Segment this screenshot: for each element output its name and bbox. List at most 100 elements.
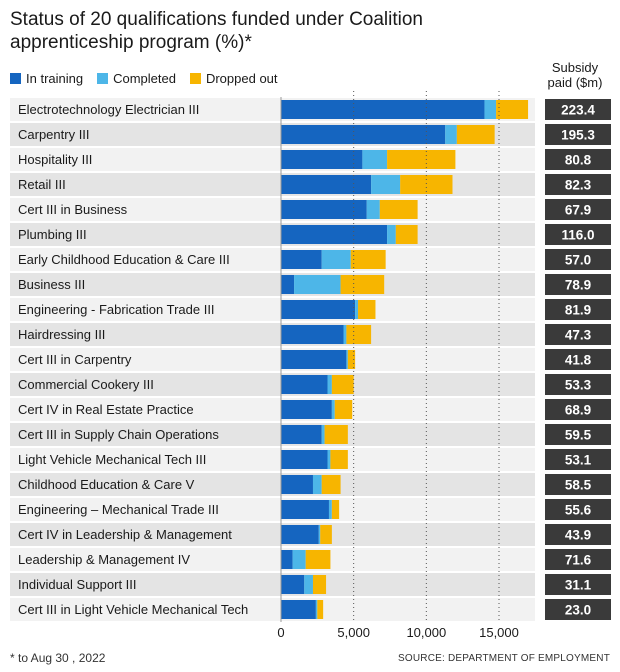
bar-in-training [281, 300, 356, 319]
subsidy-value: 116.0 [561, 228, 594, 243]
subsidy-box [545, 449, 611, 470]
bar-dropped-out [320, 525, 332, 544]
subsidy-value: 68.9 [565, 403, 591, 418]
subsidy-value: 78.9 [565, 278, 591, 293]
bar-dropped-out [334, 400, 353, 419]
subsidy-box [545, 324, 611, 345]
category-label: Plumbing III [18, 227, 87, 242]
subsidy-box [545, 99, 611, 120]
category-label: Cert IV in Leadership & Management [18, 527, 232, 542]
category-label: Engineering – Mechanical Trade III [18, 502, 219, 517]
category-label: Carpentry III [18, 127, 90, 142]
row-band [10, 448, 535, 471]
bar-completed [321, 425, 325, 444]
bar-completed [366, 200, 380, 219]
subsidy-box [545, 524, 611, 545]
bar-dropped-out [340, 275, 385, 294]
subsidy-value: 67.9 [565, 203, 591, 218]
row-band [10, 348, 535, 371]
bar-completed [387, 225, 396, 244]
subsidy-box [545, 349, 611, 370]
bar-in-training [281, 550, 293, 569]
category-label: Cert III in Light Vehicle Mechanical Tec… [18, 602, 248, 617]
category-label: Light Vehicle Mechanical Tech III [18, 452, 206, 467]
x-tick-label: 10,000 [406, 625, 446, 640]
subsidy-box [545, 299, 611, 320]
subsidy-value: 195.3 [561, 128, 595, 143]
subsidy-box [545, 599, 611, 620]
subsidy-value: 53.3 [565, 378, 592, 393]
row-band [10, 298, 535, 321]
bar-dropped-out [312, 575, 327, 594]
row-band [10, 373, 535, 396]
category-label: Individual Support III [18, 577, 137, 592]
bar-dropped-out [331, 500, 340, 519]
bar-completed [346, 350, 348, 369]
legend-label-dropped-out: Dropped out [205, 71, 278, 86]
row-band [10, 173, 535, 196]
legend-swatch-dropped-out [189, 73, 201, 84]
category-label: Engineering - Fabrication Trade III [18, 302, 215, 317]
bar-completed [445, 125, 457, 144]
subsidy-value: 31.1 [565, 578, 592, 593]
subsidy-value: 80.8 [565, 153, 592, 168]
row-band [10, 473, 535, 496]
row-band [10, 423, 535, 446]
legend-item-dropped-out: Dropped out [189, 71, 278, 86]
bar-in-training [281, 475, 313, 494]
category-label: Hospitality III [18, 152, 92, 167]
bar-dropped-out [347, 350, 356, 369]
category-label: Cert IV in Real Estate Practice [18, 402, 194, 417]
category-label: Business III [18, 277, 85, 292]
x-tick-label: 15,000 [479, 625, 519, 640]
bar-dropped-out [379, 200, 418, 219]
bar-in-training [281, 100, 485, 119]
legend-swatch-in-training [10, 73, 21, 84]
bar-completed [362, 150, 388, 169]
row-band [10, 548, 535, 571]
chart-title: Status of 20 qualifications funded under… [10, 9, 423, 53]
subsidy-box [545, 374, 611, 395]
bar-dropped-out [456, 125, 495, 144]
bar-in-training [281, 425, 322, 444]
bar-completed [304, 575, 313, 594]
row-band [10, 523, 535, 546]
bar-completed [318, 525, 321, 544]
subsidy-box [545, 199, 611, 220]
bar-in-training [281, 350, 347, 369]
row-band [10, 398, 535, 421]
subsidy-value: 47.3 [565, 328, 592, 343]
footnote: * to Aug 30 , 2022 [10, 651, 106, 665]
bar-in-training [281, 525, 319, 544]
legend-label-in-training: In training [26, 71, 84, 86]
subsidy-header: Subsidy paid ($m) [547, 60, 603, 90]
subsidy-value: 223.4 [561, 103, 595, 118]
subsidy-value: 81.9 [565, 303, 591, 318]
bar-dropped-out [346, 325, 372, 344]
subsidy-box [545, 249, 611, 270]
subsidy-box [545, 174, 611, 195]
subsidy-box [545, 474, 611, 495]
row-band [10, 323, 535, 346]
category-label: Electrotechnology Electrician III [18, 102, 199, 117]
bar-completed [343, 325, 347, 344]
category-label: Leadership & Management IV [18, 552, 190, 567]
category-label: Commercial Cookery III [18, 377, 154, 392]
category-label: Cert III in Business [18, 202, 128, 217]
legend-item-completed: Completed [97, 71, 176, 86]
row-band [10, 498, 535, 521]
source-note: SOURCE: DEPARTMENT OF EMPLOYMENT [398, 653, 610, 664]
bar-dropped-out [331, 375, 354, 394]
legend-label-completed: Completed [113, 71, 176, 86]
bar-in-training [281, 125, 446, 144]
subsidy-box [545, 424, 611, 445]
subsidy-value: 43.9 [565, 528, 591, 543]
category-label: Cert III in Carpentry [18, 352, 132, 367]
bar-dropped-out [358, 300, 376, 319]
row-band [10, 248, 535, 271]
bar-completed [315, 600, 318, 619]
category-label: Cert III in Supply Chain Operations [18, 427, 219, 442]
bar-completed [321, 250, 351, 269]
bar-dropped-out [496, 100, 529, 119]
